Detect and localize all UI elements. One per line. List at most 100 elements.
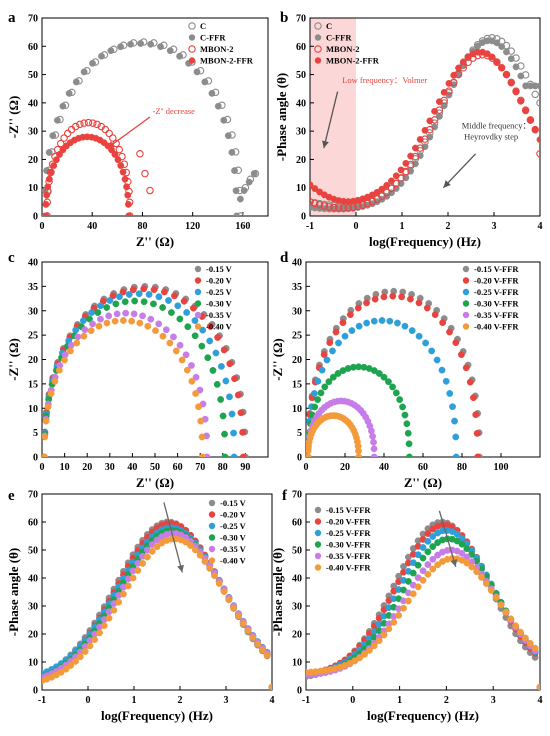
point-c-2-20 [183, 309, 191, 316]
annotation-arrow-line-b-1 [323, 91, 339, 149]
point-b-3-42 [507, 79, 515, 87]
point-b-3-40 [498, 64, 506, 72]
point-d-3-29 [405, 440, 413, 448]
point-d-2-13 [363, 319, 371, 327]
point-e-5-10 [86, 642, 94, 650]
point-d-1-18 [415, 299, 423, 307]
point-c-1-25 [226, 360, 234, 368]
point-f-4-26 [429, 555, 437, 563]
point-a-3-28 [124, 191, 132, 199]
y-axis-title-f: -Phase angle (θ) [270, 548, 285, 636]
point-a-1-27 [228, 149, 236, 156]
point-d-1-30 [474, 453, 481, 457]
point-a-1-30 [233, 212, 241, 216]
legend-label-a-1: C-FFR [200, 33, 226, 43]
point-a-3-2 [43, 191, 51, 199]
point-a-3-25 [119, 168, 127, 176]
point-a-3-4 [45, 175, 53, 183]
point-c-5-13 [103, 319, 111, 327]
x-axis-title-e: log(Frequency) (Hz) [101, 708, 213, 723]
point-d-5-30 [355, 453, 363, 457]
y-tick-label-d-7: 35 [292, 282, 302, 293]
point-a-1-18 [166, 47, 174, 55]
point-b-2-15 [378, 192, 386, 200]
point-b-3-28 [440, 88, 448, 96]
point-f-5-44 [517, 628, 524, 636]
point-e-5-18 [124, 582, 132, 590]
point-a-2-15 [84, 118, 93, 127]
point-c-4-12 [97, 315, 104, 323]
legend-marker-b-2 [314, 45, 322, 53]
point-a-1-28 [231, 167, 238, 175]
point-d-4-30 [370, 453, 378, 457]
point-d-2-28 [451, 417, 458, 425]
annotation-arrow-head-a-1 [107, 141, 116, 149]
x-axis-title-b: log(Frequency) (Hz) [369, 234, 481, 249]
point-d-2-6 [318, 366, 326, 374]
point-f-5-20 [400, 604, 407, 612]
point-d-4-28 [370, 438, 377, 446]
point-f-3-32 [458, 540, 466, 548]
x-tick-label-c-2: 20 [82, 462, 92, 473]
y-tick-label-b-1: 10 [296, 183, 306, 194]
series-a-3 [42, 133, 133, 216]
point-e-5-16 [115, 598, 123, 606]
legend-marker-b-1 [314, 34, 322, 41]
point-c-5-4 [47, 390, 55, 397]
panel-letter-c: c [8, 250, 15, 266]
point-b-3-38 [488, 53, 496, 61]
point-c-4-17 [139, 312, 146, 320]
point-d-3-24 [396, 396, 404, 403]
point-d-2-18 [401, 322, 409, 330]
point-f-3-24 [419, 554, 427, 562]
point-a-1-29 [232, 187, 240, 195]
point-c-1-17 [160, 288, 168, 296]
x-tick-label-b-2: 1 [400, 221, 405, 232]
point-c-5-26 [192, 390, 200, 397]
x-tick-label-f-2: 1 [397, 695, 402, 706]
point-c-1-16 [150, 286, 158, 293]
legend-marker-c-5 [194, 323, 202, 330]
legend-label-b-1: C-FFR [326, 33, 352, 43]
point-b-2-2 [315, 200, 324, 209]
y-tick-label-a-1: 10 [28, 183, 38, 194]
point-a-3-1 [42, 200, 50, 208]
point-f-4-24 [419, 567, 427, 575]
point-c-5-16 [128, 317, 136, 325]
y-tick-label-c-3: 15 [28, 379, 38, 390]
point-f-3-23 [414, 561, 422, 569]
point-a-3-26 [121, 175, 129, 183]
legend-label-b-0: C [326, 21, 332, 31]
point-c-2-30 [230, 453, 238, 457]
point-f-5-48 [536, 683, 540, 690]
point-f-5-46 [526, 639, 534, 647]
point-a-2-32 [141, 169, 149, 178]
x-tick-label-a-0: 0 [40, 221, 45, 232]
legend-label-f-5: -0.40 V-FFR [326, 563, 371, 573]
point-d-3-22 [389, 383, 396, 391]
point-d-1-29 [473, 429, 481, 437]
y-tick-label-f-1: 10 [292, 658, 302, 669]
point-d-2-20 [415, 332, 423, 340]
point-c-2-13 [116, 293, 123, 301]
point-b-3-26 [431, 107, 438, 115]
point-f-3-22 [409, 569, 417, 577]
legend-label-c-0: -0.15 V [206, 264, 233, 274]
legend-label-a-0: C [200, 21, 206, 31]
y-axis-title-e: -Phase angle (θ) [6, 548, 21, 636]
y-tick-label-e-7: 70 [28, 490, 38, 501]
point-a-1-10 [89, 59, 96, 67]
point-d-1-17 [407, 295, 414, 303]
legend-marker-e-0 [208, 499, 216, 507]
x-tick-label-b-4: 3 [492, 221, 497, 232]
legend-marker-a-2 [188, 45, 196, 53]
point-b-3-1 [311, 185, 319, 192]
x-tick-label-d-3: 60 [418, 462, 428, 473]
point-b-3-23 [416, 136, 424, 143]
point-c-3-20 [176, 315, 184, 323]
point-a-2-20 [105, 129, 113, 138]
point-c-4-21 [170, 333, 177, 341]
point-b-3-48 [536, 136, 540, 144]
